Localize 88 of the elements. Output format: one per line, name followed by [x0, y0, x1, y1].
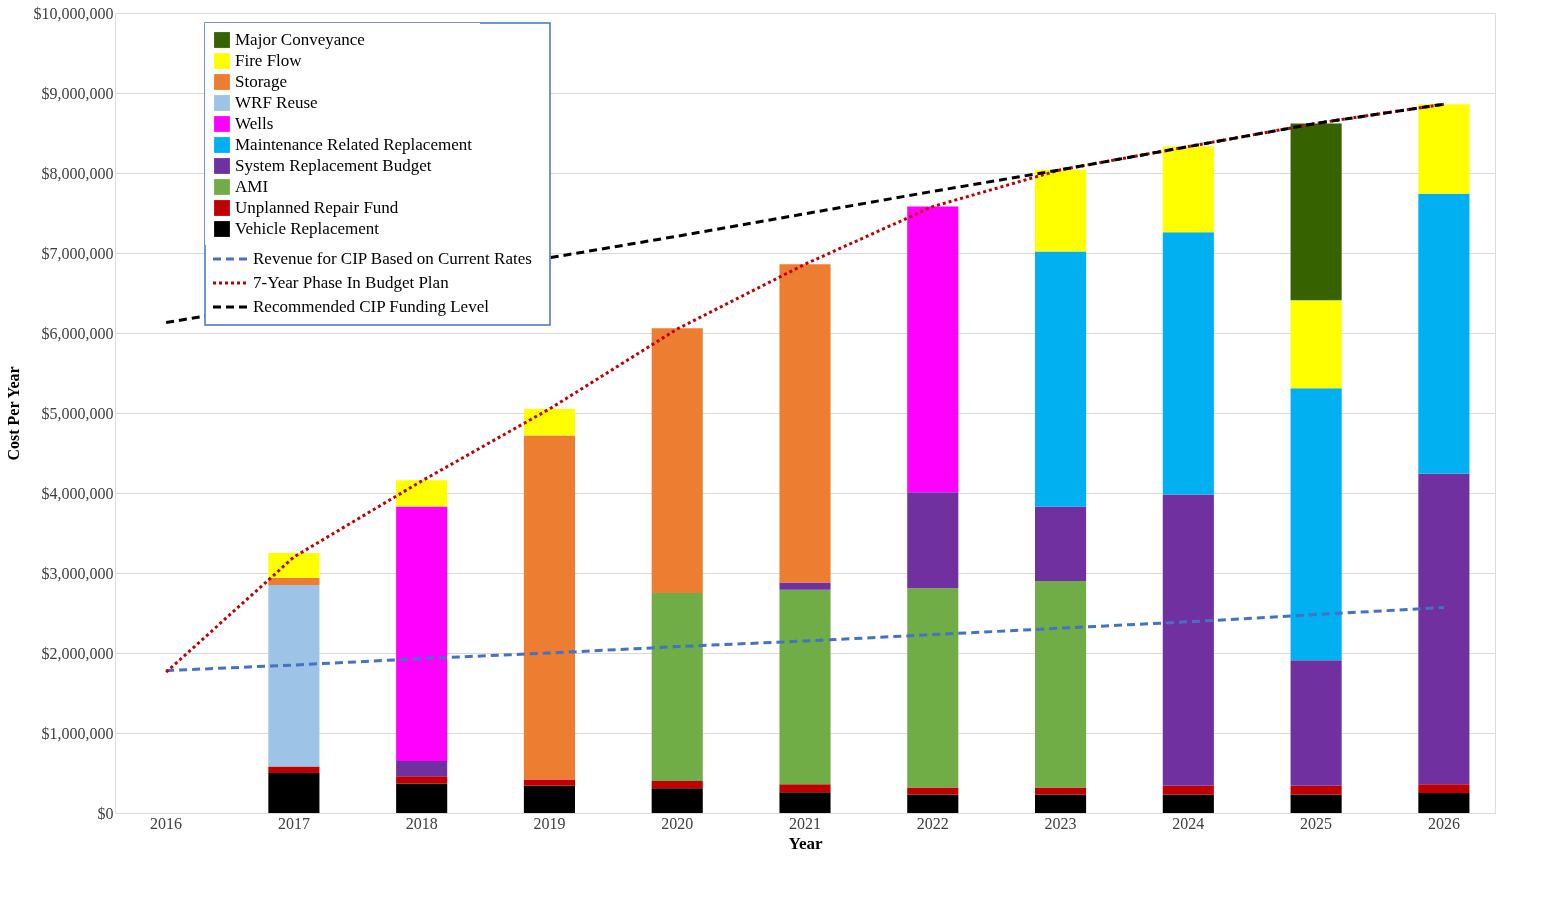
bar — [268, 773, 320, 813]
bar — [523, 435, 575, 780]
x-tick-label: 2026 — [1427, 814, 1460, 832]
y-axis-title: Cost Per Year — [4, 366, 22, 461]
bar — [1290, 388, 1342, 661]
bar — [1162, 785, 1214, 795]
bar — [907, 588, 959, 788]
legend-label: 7-Year Phase In Budget Plan — [253, 273, 450, 292]
bar — [523, 779, 575, 786]
y-tick-label: $8,000,000 — [41, 164, 114, 182]
y-tick-label: $6,000,000 — [41, 324, 114, 342]
bar — [268, 585, 320, 767]
x-tick-label: 2023 — [1044, 814, 1077, 832]
legend-label: WRF Reuse — [235, 93, 318, 112]
legend-label: Wells — [235, 114, 274, 133]
x-tick-label: 2016 — [150, 814, 183, 832]
bar — [1035, 506, 1087, 581]
bar — [1035, 787, 1087, 795]
legend-label: Unplanned Repair Fund — [235, 198, 399, 217]
legend-label: Major Conveyance — [235, 30, 365, 49]
x-tick-label: 2017 — [277, 814, 310, 832]
legend-label: Maintenance Related Replacement — [235, 135, 473, 154]
x-tick-label: 2025 — [1300, 814, 1333, 832]
bar — [1035, 251, 1087, 507]
x-tick-label: 2020 — [661, 814, 694, 832]
y-tick-label: $3,000,000 — [41, 564, 114, 582]
bar — [1035, 794, 1087, 813]
x-tick-label: 2024 — [1172, 814, 1205, 832]
bar — [779, 792, 831, 813]
y-tick-label: $10,000,000 — [33, 4, 114, 22]
bar — [396, 783, 448, 813]
bar — [1162, 494, 1214, 786]
bar — [396, 506, 448, 761]
bar — [396, 776, 448, 784]
bar — [907, 787, 959, 795]
bar — [651, 788, 703, 813]
x-tick-label: 2022 — [916, 814, 949, 832]
legend-label: Vehicle Replacement — [235, 219, 380, 238]
bar — [1162, 146, 1214, 233]
y-tick-label: $1,000,000 — [41, 724, 114, 742]
bar — [396, 761, 448, 777]
bar — [523, 409, 575, 436]
bar — [779, 589, 831, 785]
bar — [779, 264, 831, 583]
x-tick-label: 2021 — [789, 814, 821, 832]
legend-label: System Replacement Budget — [235, 156, 432, 175]
bar — [523, 785, 575, 813]
bar — [268, 577, 320, 585]
y-tick-label: $9,000,000 — [41, 84, 114, 102]
bar — [907, 206, 959, 493]
bar — [1290, 123, 1342, 301]
legend-label: AMI — [235, 177, 269, 196]
bar — [1035, 169, 1087, 252]
legend-label: Storage — [235, 72, 287, 91]
bar — [1035, 581, 1087, 788]
bar — [907, 794, 959, 813]
line-series — [164, 605, 1446, 673]
legend-label: Revenue for CIP Based on Current Rates — [253, 249, 532, 268]
y-tick-label: $7,000,000 — [41, 244, 114, 262]
bar — [1162, 794, 1214, 813]
y-tick-label: $4,000,000 — [41, 484, 114, 502]
legend-label: Recommended CIP Funding Level — [253, 297, 490, 316]
bar — [1290, 785, 1342, 795]
bar — [651, 781, 703, 789]
legend-label: Fire Flow — [235, 51, 303, 70]
bar — [1418, 793, 1470, 813]
bar — [1418, 473, 1470, 785]
x-tick-label: 2018 — [405, 814, 438, 832]
bar — [268, 766, 320, 773]
bar — [1290, 300, 1342, 389]
bar — [268, 553, 320, 578]
bar — [779, 582, 831, 590]
bar — [1418, 104, 1470, 194]
y-tick-label: $2,000,000 — [41, 644, 114, 662]
bar — [651, 593, 703, 781]
bar — [651, 328, 703, 593]
y-tick-label: $5,000,000 — [41, 404, 114, 422]
bar — [1418, 193, 1470, 474]
bar — [779, 784, 831, 793]
bar — [907, 492, 959, 589]
bar — [1162, 232, 1214, 495]
bar — [1418, 784, 1470, 793]
x-axis-title: Year — [788, 833, 823, 853]
x-tick-label: 2019 — [533, 814, 566, 832]
bar — [1290, 660, 1342, 786]
y-tick-label: $0 — [97, 804, 114, 822]
bar — [1290, 794, 1342, 813]
bar — [396, 480, 448, 507]
